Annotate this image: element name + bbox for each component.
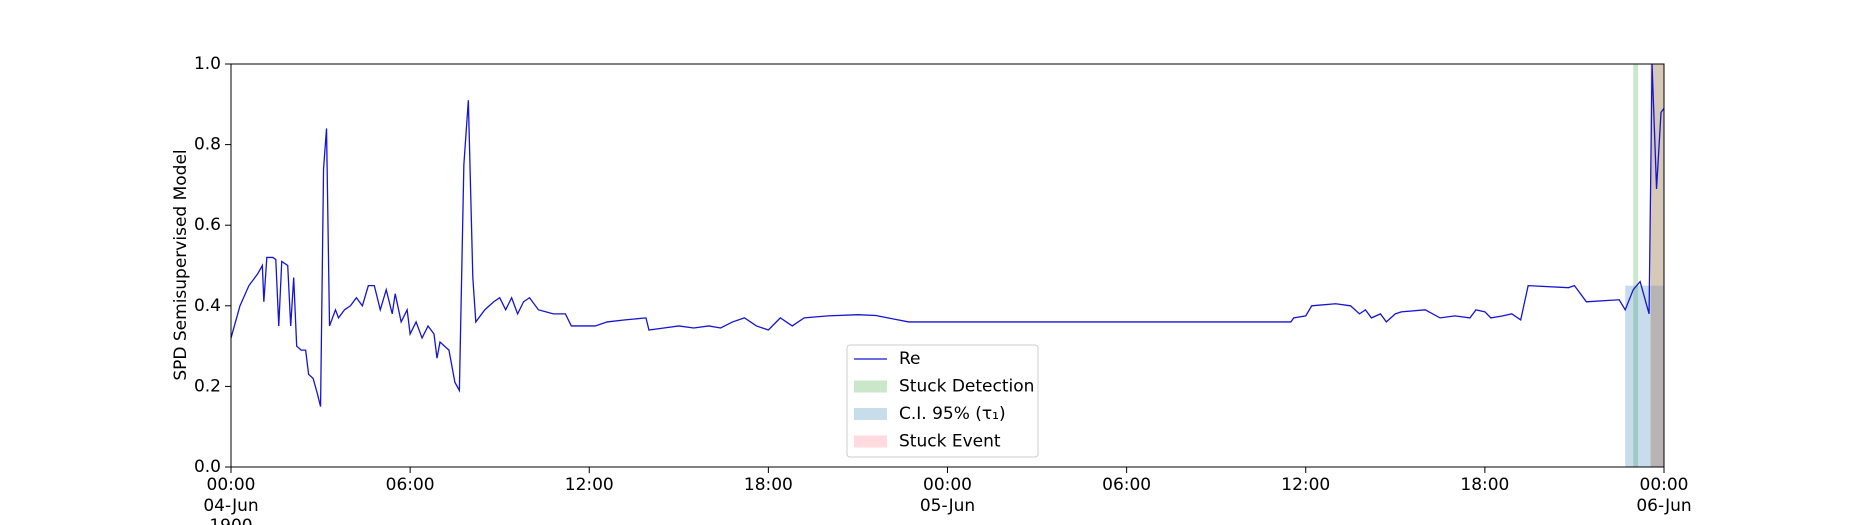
legend-swatch — [854, 435, 887, 448]
x-tick-label: 12:00 — [1281, 475, 1330, 495]
y-tick-label: 0.8 — [194, 135, 221, 155]
legend-label: Stuck Detection — [899, 377, 1034, 397]
x-tick-label: 06:00 — [1102, 475, 1151, 495]
legend-label: Stuck Event — [899, 432, 1001, 452]
y-tick-label: 0.0 — [194, 457, 221, 477]
x-tick-year: 1900 — [209, 516, 252, 525]
x-tick-date: 06-Jun — [1636, 496, 1691, 516]
plot-frame — [230, 63, 1665, 468]
y-tick-label: 0.6 — [194, 215, 221, 235]
x-tick-date: 05-Jun — [920, 496, 975, 516]
x-tick-label: 00:00 — [1640, 475, 1689, 495]
x-tick-label: 18:00 — [1460, 475, 1509, 495]
y-tick-label: 1.0 — [194, 54, 221, 74]
legend-label: C.I. 95% (τ₁) — [899, 404, 1006, 424]
span — [1625, 285, 1664, 467]
legend-swatch — [854, 408, 887, 420]
y-tick-label: 0.4 — [194, 296, 221, 316]
x-tick-date: 04-Jun — [203, 496, 258, 516]
span — [1650, 64, 1664, 467]
x-tick-label: 06:00 — [386, 475, 435, 495]
x-tick-label: 00:00 — [207, 475, 256, 495]
x-tick-label: 12:00 — [565, 475, 614, 495]
x-tick-label: 00:00 — [923, 475, 972, 495]
legend-label: Re — [899, 349, 921, 369]
span — [1650, 64, 1664, 467]
legend-swatch — [854, 380, 887, 393]
span — [1633, 64, 1639, 467]
x-tick-label: 18:00 — [744, 475, 793, 495]
line — [230, 63, 1665, 407]
legend-box — [846, 344, 1039, 458]
y-tick-label: 0.2 — [194, 376, 221, 396]
y-axis-label: SPD Semisupervised Model — [171, 149, 191, 380]
